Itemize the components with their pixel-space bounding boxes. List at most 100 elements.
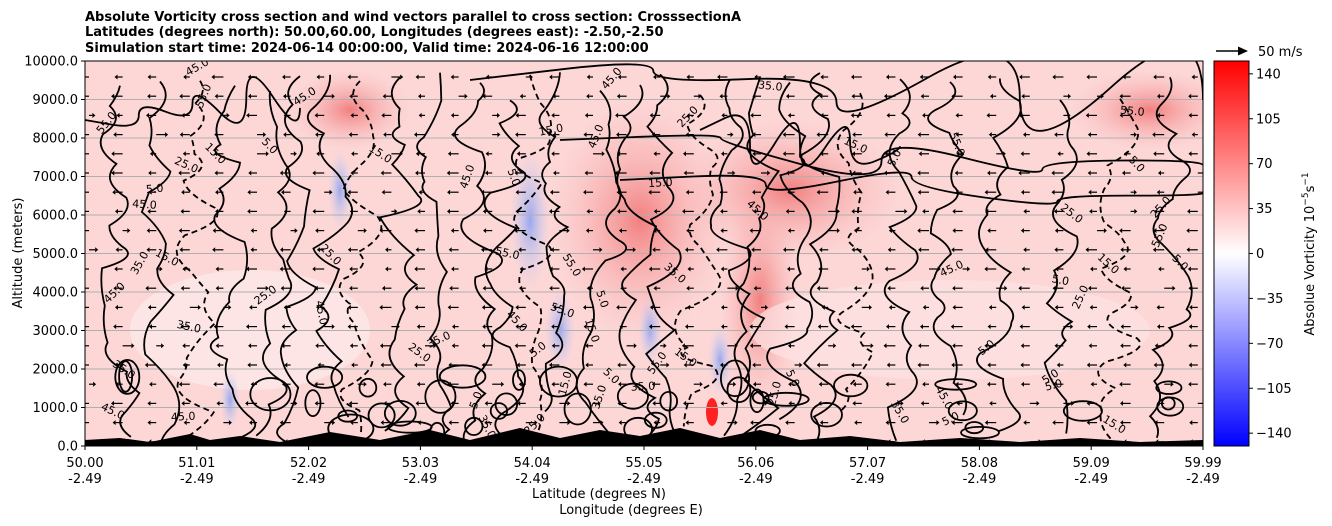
wind-vector-head [215, 266, 219, 272]
wind-vector-head [869, 304, 872, 310]
wind-vector-head [182, 343, 186, 349]
wind-vector-head [952, 208, 956, 214]
wind-vector-head [414, 266, 418, 272]
x-tick-label-lat: 56.06 [737, 456, 774, 471]
wind-vector-head [77, 267, 80, 272]
wind-vector-head [1188, 112, 1192, 118]
wind-vector-head [114, 362, 118, 368]
wind-vector-head [752, 151, 756, 157]
wind-vector-head [866, 266, 870, 272]
wind-vector-head [316, 151, 320, 157]
wind-vector-head [415, 151, 419, 157]
wind-vector-head [952, 343, 956, 349]
chart-title-line-2: Latitudes (degrees north): 50.00,60.00, … [85, 25, 664, 40]
wind-vector-head [920, 285, 924, 291]
wind-vector-head [1120, 324, 1124, 330]
wind-vector-head [785, 420, 789, 426]
wind-vector-head [1018, 170, 1022, 176]
wind-vector-head [518, 247, 522, 253]
wind-vector-head [279, 266, 283, 272]
wind-vector-head [586, 208, 590, 214]
wind-vector-head [348, 132, 352, 138]
wind-vector-head [312, 208, 316, 214]
contour-label: 5.0 [1051, 272, 1071, 288]
wind-vector-head [818, 381, 822, 387]
y-tick-label: 2000.0 [33, 363, 79, 378]
vorticity-fill-region [708, 325, 732, 395]
wind-vector-head [750, 112, 754, 118]
wind-vector-head [80, 94, 83, 99]
wind-vector-head [900, 400, 904, 406]
y-tick-label: 6000.0 [33, 209, 79, 224]
wind-vector-head [381, 112, 385, 118]
contour-line [175, 80, 219, 441]
wind-vector-head [114, 74, 118, 80]
wind-vector-head [349, 208, 353, 214]
wind-vector-head [382, 93, 386, 99]
wind-vector-head [753, 208, 757, 214]
x-tick-label-lat: 57.07 [849, 456, 886, 471]
wind-vector-head [586, 74, 590, 80]
wind-vector-head [518, 381, 522, 387]
wind-vector-head [182, 151, 186, 157]
wind-vector-head [1152, 132, 1156, 138]
wind-vector-head [1002, 151, 1006, 157]
wind-vector-head [249, 420, 253, 426]
wind-vector-head [149, 324, 152, 330]
contour-line [416, 72, 453, 446]
wind-vector-head [415, 247, 419, 253]
wind-vector-head [416, 324, 420, 330]
contour-line [1062, 400, 1103, 422]
wind-vector-head [734, 343, 738, 349]
wind-vector-head [686, 112, 690, 118]
wind-vector-head [149, 151, 153, 157]
wind-vector-head [1021, 189, 1024, 195]
wind-vector-head [833, 343, 837, 349]
wind-vector-head [81, 132, 84, 137]
wind-vector-head [952, 285, 956, 291]
wind-vector-head [314, 285, 318, 291]
wind-vector-head [265, 151, 269, 157]
wind-vector-head [1067, 112, 1071, 118]
wind-vector-head [920, 400, 924, 406]
wind-vector-head [446, 170, 450, 176]
wind-vector-head [989, 400, 993, 406]
contour-line [307, 74, 354, 418]
x-axis-label-longitude: Longitude (degrees E) [559, 503, 703, 518]
wind-vector-head [516, 362, 520, 368]
wind-vector-head [633, 343, 637, 349]
wind-vector-head [414, 304, 418, 310]
wind-vector-head [247, 74, 251, 80]
wind-vector-head [464, 93, 468, 99]
wind-vector-head [649, 304, 653, 310]
wind-vector-head [787, 266, 790, 272]
y-tick-label: 9000.0 [33, 93, 79, 108]
wind-vector-head [1121, 285, 1125, 291]
wind-vector-head [213, 381, 217, 387]
wind-vector-head [380, 420, 384, 426]
wind-vector-head [514, 343, 518, 349]
wind-vector-head [347, 324, 351, 330]
wind-vector-head [78, 305, 81, 310]
wind-vector-head [820, 151, 824, 157]
contour-label: 55.0 [494, 245, 521, 263]
x-tick-label-lon: -2.49 [404, 472, 438, 487]
colorbar-tick-label: 0 [1256, 247, 1264, 262]
wind-vector-head [614, 170, 618, 176]
wind-vector-head [816, 285, 820, 291]
wind-vector-head [315, 132, 319, 138]
wind-vector-head [1023, 132, 1026, 138]
wind-vector-head [418, 189, 422, 195]
wind-vector-head [516, 151, 520, 157]
wind-vector-head [111, 400, 114, 406]
x-tick-label-lat: 51.01 [178, 456, 215, 471]
wind-vector-head [617, 400, 621, 406]
wind-vector-head [583, 324, 587, 330]
wind-vector-head [922, 304, 926, 310]
wind-vector-head [180, 324, 184, 330]
wind-vector-head [415, 170, 419, 176]
wind-vector-head [485, 151, 489, 157]
wind-vector-head [1054, 132, 1058, 138]
x-tick-label-lon: -2.49 [180, 472, 214, 487]
